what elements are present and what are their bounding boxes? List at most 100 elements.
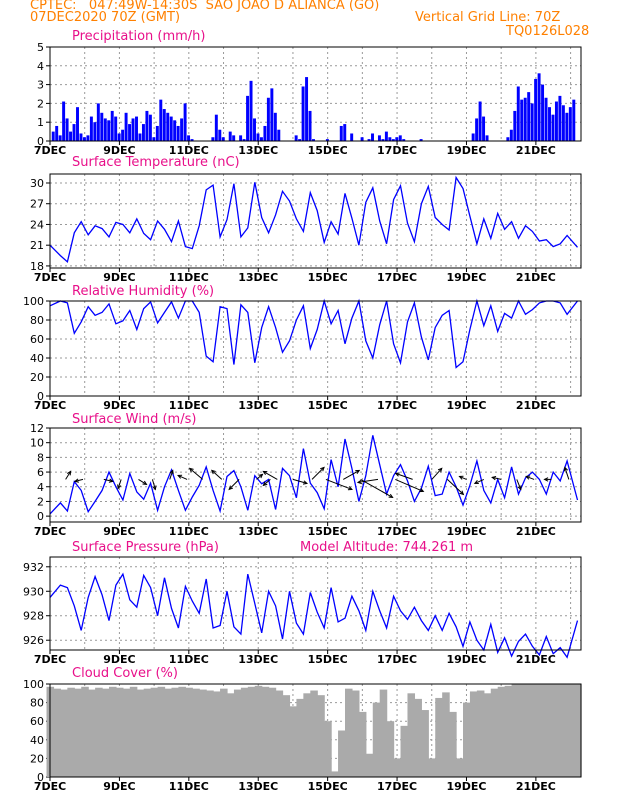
cloud-bar: [456, 758, 464, 777]
precip-bar: [65, 118, 69, 141]
cloud-bar: [469, 691, 478, 777]
precip-bar: [159, 99, 163, 141]
precip-bar: [471, 133, 475, 141]
header-vertical-grid: Vertical Grid Line: 70Z: [415, 10, 561, 25]
cloud-bar: [102, 688, 110, 777]
precip-bar: [537, 73, 541, 141]
wind-arrow-shaft: [395, 478, 424, 492]
cloud-bar: [560, 684, 568, 777]
precip-bar: [246, 95, 250, 141]
cloud-bar: [476, 690, 485, 777]
cloud-bar: [247, 686, 256, 777]
x-tick-label: 17DEC: [377, 780, 417, 793]
precip-bar: [294, 135, 298, 141]
cloud-bar: [199, 689, 207, 777]
precip-bar: [523, 97, 527, 141]
cloud-bar: [400, 725, 409, 777]
precip-bar: [72, 124, 76, 141]
precip-bar: [520, 99, 524, 141]
y-tick-label: 12: [30, 422, 44, 435]
wind-arrow-head: [356, 479, 362, 485]
precip-bar: [371, 133, 374, 141]
plot-frame: [49, 300, 582, 397]
precip-bar: [259, 137, 263, 141]
x-tick-label: 15DEC: [308, 780, 348, 793]
wind-arrow-head: [262, 470, 268, 475]
cloud-bar: [511, 684, 520, 777]
precip-bar: [325, 139, 329, 141]
wind-arrow-shaft: [117, 479, 122, 489]
precip-bar: [419, 139, 423, 141]
cloud-bar: [129, 686, 138, 777]
wind-arrow-head: [355, 469, 361, 474]
wind-arrow-shaft: [169, 470, 174, 480]
wind-arrow-head: [563, 466, 569, 472]
wind-arrow-shaft: [447, 479, 464, 495]
y-tick-label: 928: [23, 610, 44, 623]
x-tick-label: 7DEC: [34, 780, 66, 793]
panel-title-cloud: Cloud Cover (%): [72, 666, 178, 681]
precip-bar: [277, 129, 281, 141]
plot-frame: [49, 556, 582, 651]
wind-arrow-head: [437, 467, 443, 473]
precip-bar: [62, 101, 66, 141]
precip-bar: [173, 120, 177, 141]
wind-arrow-shaft: [459, 475, 467, 480]
y-tick-label: 2: [37, 495, 44, 508]
header-line1: CPTEC: 047:49W-14:30S SAO JOAO D ALIANCA…: [30, 0, 380, 13]
series-line-2: [49, 298, 579, 369]
cloud-bar: [303, 693, 311, 777]
precip-bar: [530, 103, 534, 141]
cloud-bar: [254, 685, 263, 777]
cloud-bar: [442, 692, 450, 777]
wind-arrow-head: [258, 473, 264, 479]
plot-frame: [49, 46, 582, 142]
y-tick-label: 932: [23, 561, 44, 574]
wind-arrow-head: [228, 485, 234, 491]
y-tick-label: 2: [37, 97, 44, 110]
precip-bar: [544, 97, 548, 141]
wind-arrow-head: [66, 470, 72, 476]
y-tick-label: 40: [30, 352, 44, 365]
precip-bar: [263, 125, 267, 141]
series-line-4: [49, 572, 579, 659]
x-tick-label: 11DEC: [169, 144, 209, 157]
cloud-bar: [324, 721, 332, 777]
precip-bar: [103, 118, 107, 141]
x-tick-label: 7DEC: [34, 144, 66, 157]
wind-arrow-head: [394, 472, 400, 477]
cloud-bar: [428, 758, 436, 777]
wind-arrow-head: [491, 476, 497, 481]
precip-bar: [273, 112, 277, 141]
wind-arrow-shaft: [177, 474, 188, 480]
cloud-bar: [553, 684, 561, 777]
wind-arrow-head: [388, 493, 394, 498]
precip-bar: [239, 135, 243, 141]
y-tick-label: 30: [30, 177, 44, 190]
x-tick-label: 19DEC: [446, 144, 486, 157]
precip-bar: [513, 110, 517, 141]
precip-bar: [55, 125, 59, 141]
precip-bar: [228, 131, 232, 141]
precip-bar: [187, 135, 191, 141]
series-line-3: [49, 435, 579, 515]
precip-bar: [131, 118, 135, 141]
precip-bar: [86, 135, 90, 141]
precip-bar: [485, 135, 489, 141]
x-tick-label: 19DEC: [446, 399, 486, 412]
cloud-bar: [185, 687, 193, 777]
cloud-bar: [483, 693, 492, 777]
x-tick-label: 9DEC: [103, 653, 135, 666]
precip-bar: [114, 116, 118, 141]
model-altitude-label: Model Altitude: 744.261 m: [300, 540, 474, 555]
x-tick-label: 21DEC: [516, 399, 556, 412]
wind-arrow-shaft: [431, 468, 443, 480]
cloud-bar: [393, 758, 402, 777]
plot-frame: [49, 427, 582, 523]
cloud-bar: [351, 690, 360, 777]
cloud-bar: [233, 689, 242, 777]
cloud-bar: [407, 693, 416, 777]
y-tick-label: 0: [37, 135, 44, 148]
x-tick-label: 7DEC: [34, 271, 66, 284]
series-line-1: [49, 175, 578, 264]
